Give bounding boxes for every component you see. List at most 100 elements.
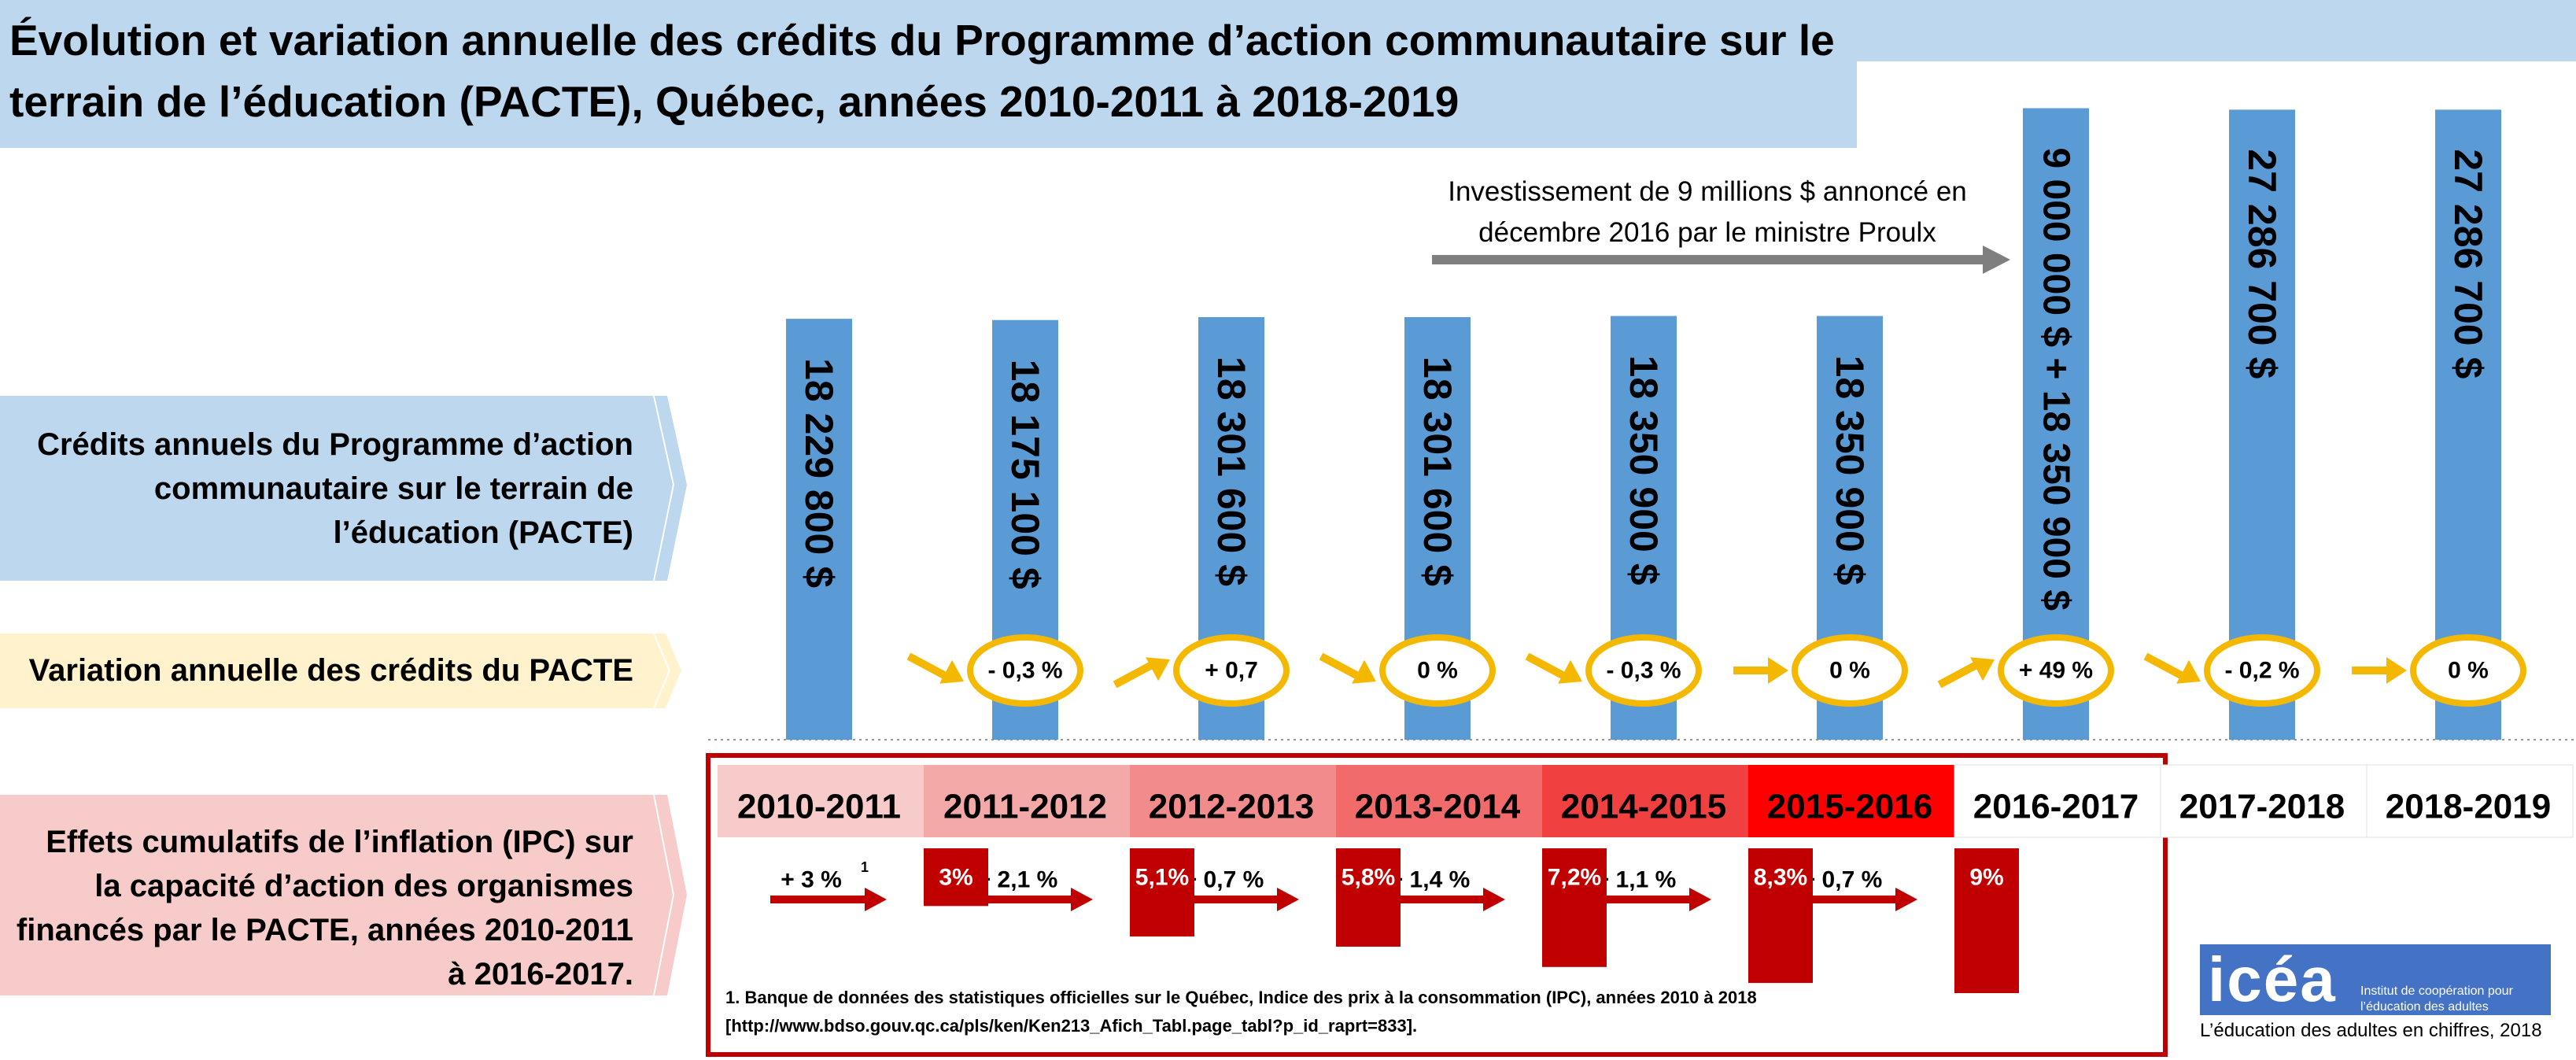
- ipc-annual-label: + 1,1 %: [1596, 867, 1677, 893]
- title-band: [0, 0, 2576, 61]
- ipc-arrow-head: [1483, 888, 1505, 911]
- variation-ring: [1998, 634, 2114, 707]
- ipc-annual-label: + 0,7 %: [1183, 867, 1264, 893]
- variation-ring: [2204, 634, 2320, 707]
- ipc-annual-label: + 3 %: [781, 867, 842, 893]
- ipc-annual-label: + 1,4 %: [1389, 867, 1471, 893]
- variation-label-chevron: [655, 633, 681, 708]
- icea-caption: L’éducation des adultes en chiffres, 201…: [2200, 1020, 2542, 1041]
- variation-arrow-shaft: [1319, 652, 1363, 681]
- credit-value-label: 18 301 600 $: [1415, 356, 1460, 586]
- ipc-arrow-head: [865, 888, 887, 911]
- credits-label-chevron: [655, 396, 687, 581]
- inflation-label-band: [0, 795, 673, 995]
- variation-arrow-shaft: [1113, 659, 1157, 689]
- variation-ring: [1585, 634, 1702, 707]
- icea-logo: [2200, 944, 2551, 1015]
- ipc-cumulative-bar: [1954, 848, 2019, 993]
- year-label: 2017-2018: [2179, 788, 2345, 826]
- credit-bar: [786, 319, 852, 740]
- inflation-label-chevron: [655, 795, 687, 995]
- ipc-arrow-head: [1277, 888, 1299, 911]
- ipc-cumulative-label: 8,3%: [1754, 865, 1807, 891]
- variation-arrow-shaft: [1937, 659, 1981, 689]
- ipc-cumulative-bar: [924, 848, 988, 907]
- ipc-cumulative-label: 5,8%: [1342, 865, 1395, 891]
- credit-value-label: 27 286 700 $: [2240, 149, 2284, 379]
- variation-ring: [1173, 634, 1290, 707]
- credit-value-label: 18 301 600 $: [1209, 356, 1253, 586]
- icea-logo-name: icéa: [2208, 944, 2337, 1014]
- credit-value-label: 18 175 100 $: [1003, 360, 1047, 589]
- annotation-arrow-head: [1983, 246, 2010, 274]
- ipc-cumulative-bar: [1130, 848, 1194, 937]
- credits-row-label: Crédits annuels du Programme d’action co…: [37, 427, 633, 550]
- year-cell: [718, 765, 924, 837]
- year-cell: [1336, 765, 1542, 837]
- year-label: 2018-2019: [2386, 788, 2551, 826]
- variation-label: + 0,7: [1205, 658, 1258, 684]
- year-label: 2015-2016: [1767, 788, 1932, 826]
- variation-arrow-head: [1970, 657, 1995, 681]
- year-cell: [2160, 764, 2367, 838]
- footnote: 1. Banque de données des statistiques of…: [725, 988, 1757, 1036]
- variation-label: - 0,3 %: [987, 658, 1062, 684]
- credit-value-label: 9 000 000 $ + 18 350 900 $: [2035, 147, 2077, 611]
- year-cell: [2366, 764, 2574, 838]
- ipc-cumulative-label: 5,1%: [1135, 865, 1189, 891]
- year-label: 2014-2015: [1561, 788, 1726, 826]
- variation-row-label: Variation annuelle des crédits du PACTE: [28, 653, 633, 688]
- ipc-annual-label: + 2,1 %: [977, 867, 1058, 893]
- ipc-arrow-head: [1689, 888, 1711, 911]
- variation-label: 0 %: [2448, 658, 2489, 684]
- year-label: 2010-2011: [737, 788, 901, 826]
- ipc-cumulative-bar: [1542, 848, 1607, 967]
- credit-value-label: 27 286 700 $: [2446, 149, 2490, 379]
- credits-label-band: [0, 396, 673, 581]
- variation-label-band: [0, 633, 669, 708]
- variation-label: 0 %: [1417, 658, 1458, 684]
- variation-arrow-shaft: [906, 652, 950, 681]
- ipc-cumulative-label: 9%: [1969, 865, 2003, 891]
- inflation-frame: [706, 753, 2168, 1057]
- variation-arrow-head: [2386, 657, 2407, 684]
- credit-value-label: 18 229 800 $: [797, 358, 841, 588]
- year-label: 2011-2012: [943, 788, 1107, 826]
- ipc-arrow-head: [1895, 888, 1917, 911]
- icea-logo-subtitle: Institut de coopération pour l’éducation…: [2360, 984, 2513, 1014]
- credit-value-label: 18 350 900 $: [1828, 356, 1872, 585]
- variation-label: - 0,2 %: [2224, 658, 2299, 684]
- variation-arrow-head: [1768, 657, 1788, 684]
- credit-value-label: 18 350 900 $: [1622, 356, 1666, 585]
- variation-arrow-shaft: [2143, 652, 2187, 681]
- variation-arrow-head: [1558, 659, 1582, 684]
- variation-arrow-shaft: [1525, 652, 1569, 681]
- chart-title: Évolution et variation annuelle des créd…: [9, 16, 1835, 126]
- footnote-marker: 1: [861, 859, 869, 875]
- variation-ring: [1792, 634, 1908, 707]
- variation-ring: [2410, 634, 2526, 707]
- ipc-cumulative-bar: [1336, 848, 1401, 947]
- year-cell: [1542, 765, 1748, 837]
- ipc-cumulative-label: 7,2%: [1548, 865, 1601, 891]
- year-cell: [924, 765, 1130, 837]
- variation-arrow-head: [939, 659, 964, 684]
- ipc-cumulative-bar: [1748, 848, 1813, 984]
- variation-arrow-head: [1146, 657, 1170, 681]
- variation-label: 0 %: [1829, 658, 1870, 684]
- title-band-lower: [0, 61, 1857, 148]
- annotation-text: Investissement de 9 millions $ annoncé e…: [1448, 176, 1967, 248]
- variation-label: + 49 %: [2019, 658, 2093, 684]
- year-cell: [1130, 765, 1336, 837]
- variation-arrow-head: [1352, 659, 1376, 684]
- inflation-row-label: Effets cumulatifs de l’inflation (IPC) s…: [16, 825, 633, 992]
- variation-ring: [1379, 634, 1496, 707]
- variation-arrow-head: [2176, 659, 2201, 684]
- variation-ring: [967, 634, 1083, 707]
- year-cell: [1748, 765, 1954, 837]
- year-label: 2012-2013: [1149, 788, 1314, 826]
- year-label: 2016-2017: [1973, 788, 2139, 826]
- year-cell: [1954, 764, 2161, 838]
- ipc-annual-label: + 0,7 %: [1802, 867, 1883, 893]
